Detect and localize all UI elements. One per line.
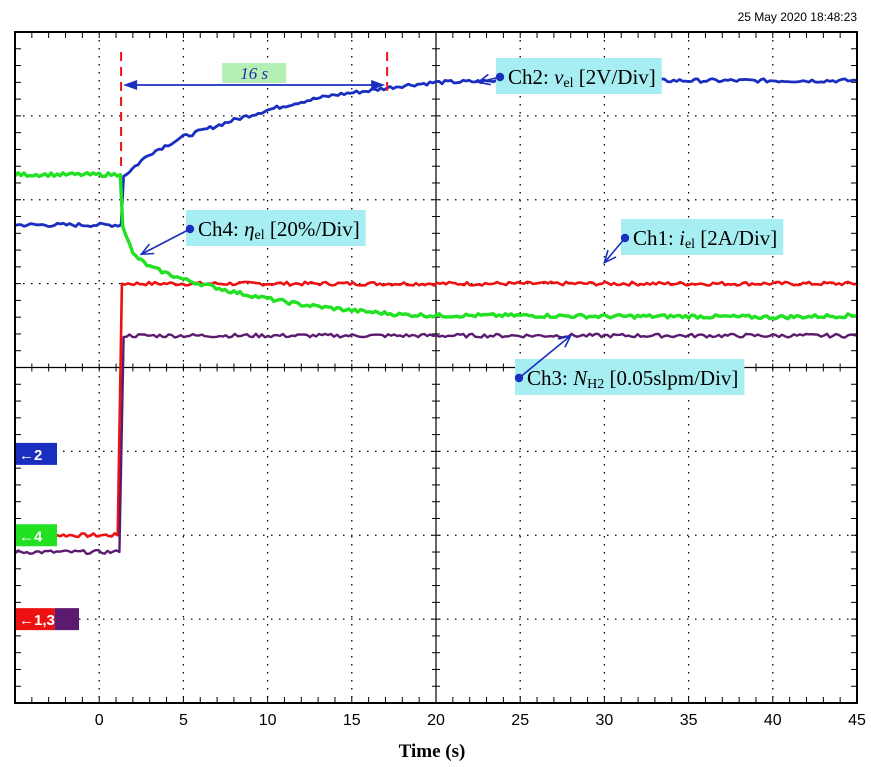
- channel-marker-1: ←2: [15, 442, 57, 465]
- annotation-bg: [186, 210, 366, 246]
- x-tick-label: 10: [259, 712, 277, 729]
- annotation-ch1: Ch1: iel [2A/Div]: [603, 219, 784, 265]
- channel-marker-bg: [15, 524, 57, 547]
- annotation-pointer: [140, 228, 191, 255]
- channel-marker-label: ←4: [19, 528, 43, 545]
- annotation-bg: [515, 359, 745, 395]
- x-tick-label: 5: [179, 712, 188, 729]
- annotation-arrow-head: [557, 334, 573, 348]
- channel-marker-3: ←1,3: [15, 608, 79, 631]
- annotation-pointer: [477, 76, 501, 84]
- annotation-arrow-head: [603, 249, 617, 265]
- interval-arrow-head: [123, 80, 138, 90]
- x-tick-label: 40: [764, 712, 782, 729]
- x-tick-label: 45: [848, 712, 866, 729]
- annotation-pointer: [518, 335, 572, 379]
- interval-label: 16 s: [240, 64, 268, 83]
- interval-arrow-head: [371, 80, 386, 90]
- annotation-ch4: Ch4: ηel [20%/Div]: [139, 210, 366, 256]
- interval-annotation: 16 s: [120, 52, 389, 171]
- annotation-arrow-head: [139, 243, 155, 256]
- traces: [13, 77, 858, 556]
- x-tick-label: 30: [596, 712, 614, 729]
- trace-ch2: [14, 77, 858, 229]
- interval-label-bg: [222, 63, 287, 83]
- x-tick-label: 35: [680, 712, 698, 729]
- channel-markers: ←2 ←4 ←1,3: [15, 442, 79, 631]
- annotation-label: Ch4: ηel [20%/Div]: [198, 217, 360, 243]
- trace-ch3: [14, 332, 858, 556]
- channel-marker-label: ←1,3: [19, 612, 55, 629]
- plot-frame: [14, 31, 858, 704]
- annotation-ch2: Ch2: vel [2V/Div]: [476, 58, 662, 94]
- timestamp: 25 May 2020 18:48:23: [738, 10, 858, 24]
- x-tick-label: 15: [343, 712, 361, 729]
- channel-marker-bg: [15, 608, 55, 631]
- trace-ch4: [13, 170, 858, 321]
- annotation-bg: [496, 58, 662, 94]
- x-tick-label: 20: [427, 712, 445, 729]
- channel-marker-bg: [54, 608, 79, 631]
- channel-marker-label: ←2: [19, 447, 42, 464]
- channel-marker-bg: [15, 442, 57, 465]
- x-tick-label: 25: [511, 712, 529, 729]
- x-tick-labels: 0 5 10 15 20 25 30 35 40 45: [95, 712, 866, 729]
- trace-ch1: [14, 280, 858, 539]
- annotation-label: Ch2: vel [2V/Div]: [508, 65, 656, 91]
- channel-marker-2: ←4: [15, 524, 57, 547]
- annotation-label: Ch1: iel [2A/Div]: [633, 226, 777, 252]
- x-axis-title: Time (s): [399, 741, 466, 762]
- annotation-label: Ch3: NH2 [0.05slpm/Div]: [527, 366, 738, 392]
- channel-annotations: Ch2: vel [2V/Div] Ch4: ηel [20%/Div] Ch1: …: [139, 58, 784, 395]
- annotation-pointer: [603, 237, 626, 264]
- annotation-arrow-head: [476, 73, 492, 86]
- annotation-ch3: Ch3: NH2 [0.05slpm/Div]: [514, 334, 745, 395]
- annotation-bg: [621, 219, 784, 255]
- x-tick-label: 0: [95, 712, 104, 729]
